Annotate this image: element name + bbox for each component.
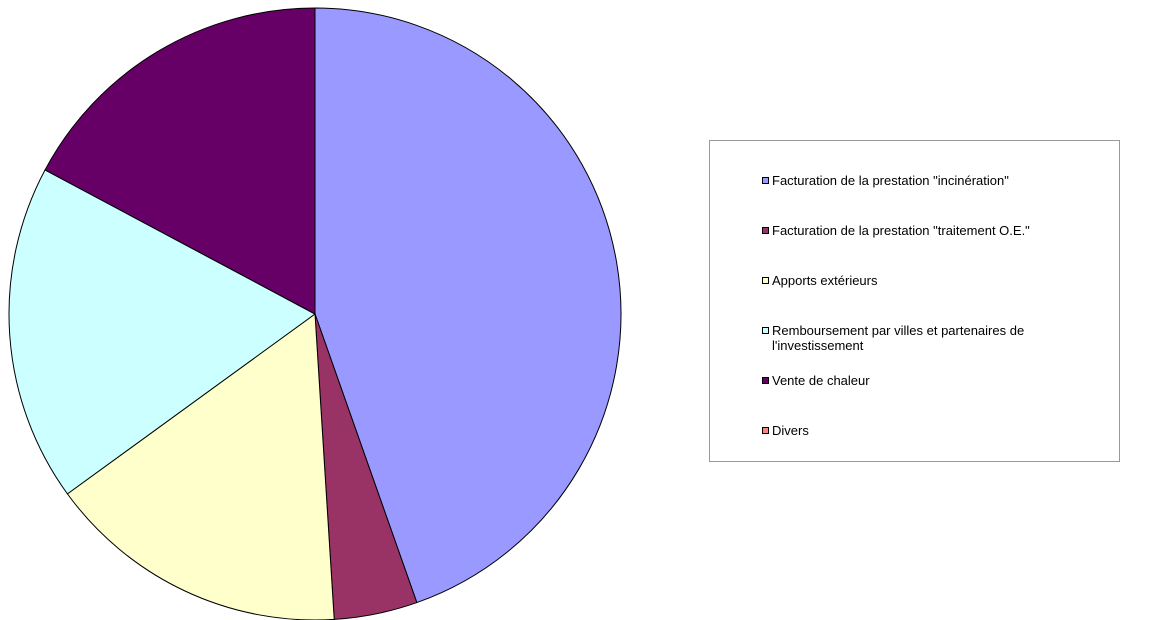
legend-swatch <box>762 427 769 434</box>
legend-item: Facturation de la prestation "incinérati… <box>762 173 1102 188</box>
chart <box>8 7 622 620</box>
legend-swatch <box>762 327 769 334</box>
legend-item: Facturation de la prestation "traitement… <box>762 223 1102 238</box>
legend-item: Remboursement par villes et partenaires … <box>762 323 1102 353</box>
legend-label: Remboursement par villes et partenaires … <box>772 323 1025 353</box>
legend-item: Divers <box>762 423 1102 438</box>
legend: Facturation de la prestation "incinérati… <box>709 140 1120 462</box>
legend-swatch <box>762 377 769 384</box>
legend-label: Facturation de la prestation "traitement… <box>772 223 1030 238</box>
legend-label: Divers <box>772 423 809 438</box>
legend-label: Facturation de la prestation "incinérati… <box>772 173 1009 188</box>
pie-slice <box>314 7 622 604</box>
legend-swatch <box>762 227 769 234</box>
legend-label: Vente de chaleur <box>772 373 870 388</box>
legend-swatch <box>762 277 769 284</box>
pie-slice <box>44 7 316 315</box>
legend-label: Apports extérieurs <box>772 273 878 288</box>
legend-item: Vente de chaleur <box>762 373 1102 388</box>
legend-item: Apports extérieurs <box>762 273 1102 288</box>
pie-slice <box>8 169 316 495</box>
legend-swatch <box>762 177 769 184</box>
